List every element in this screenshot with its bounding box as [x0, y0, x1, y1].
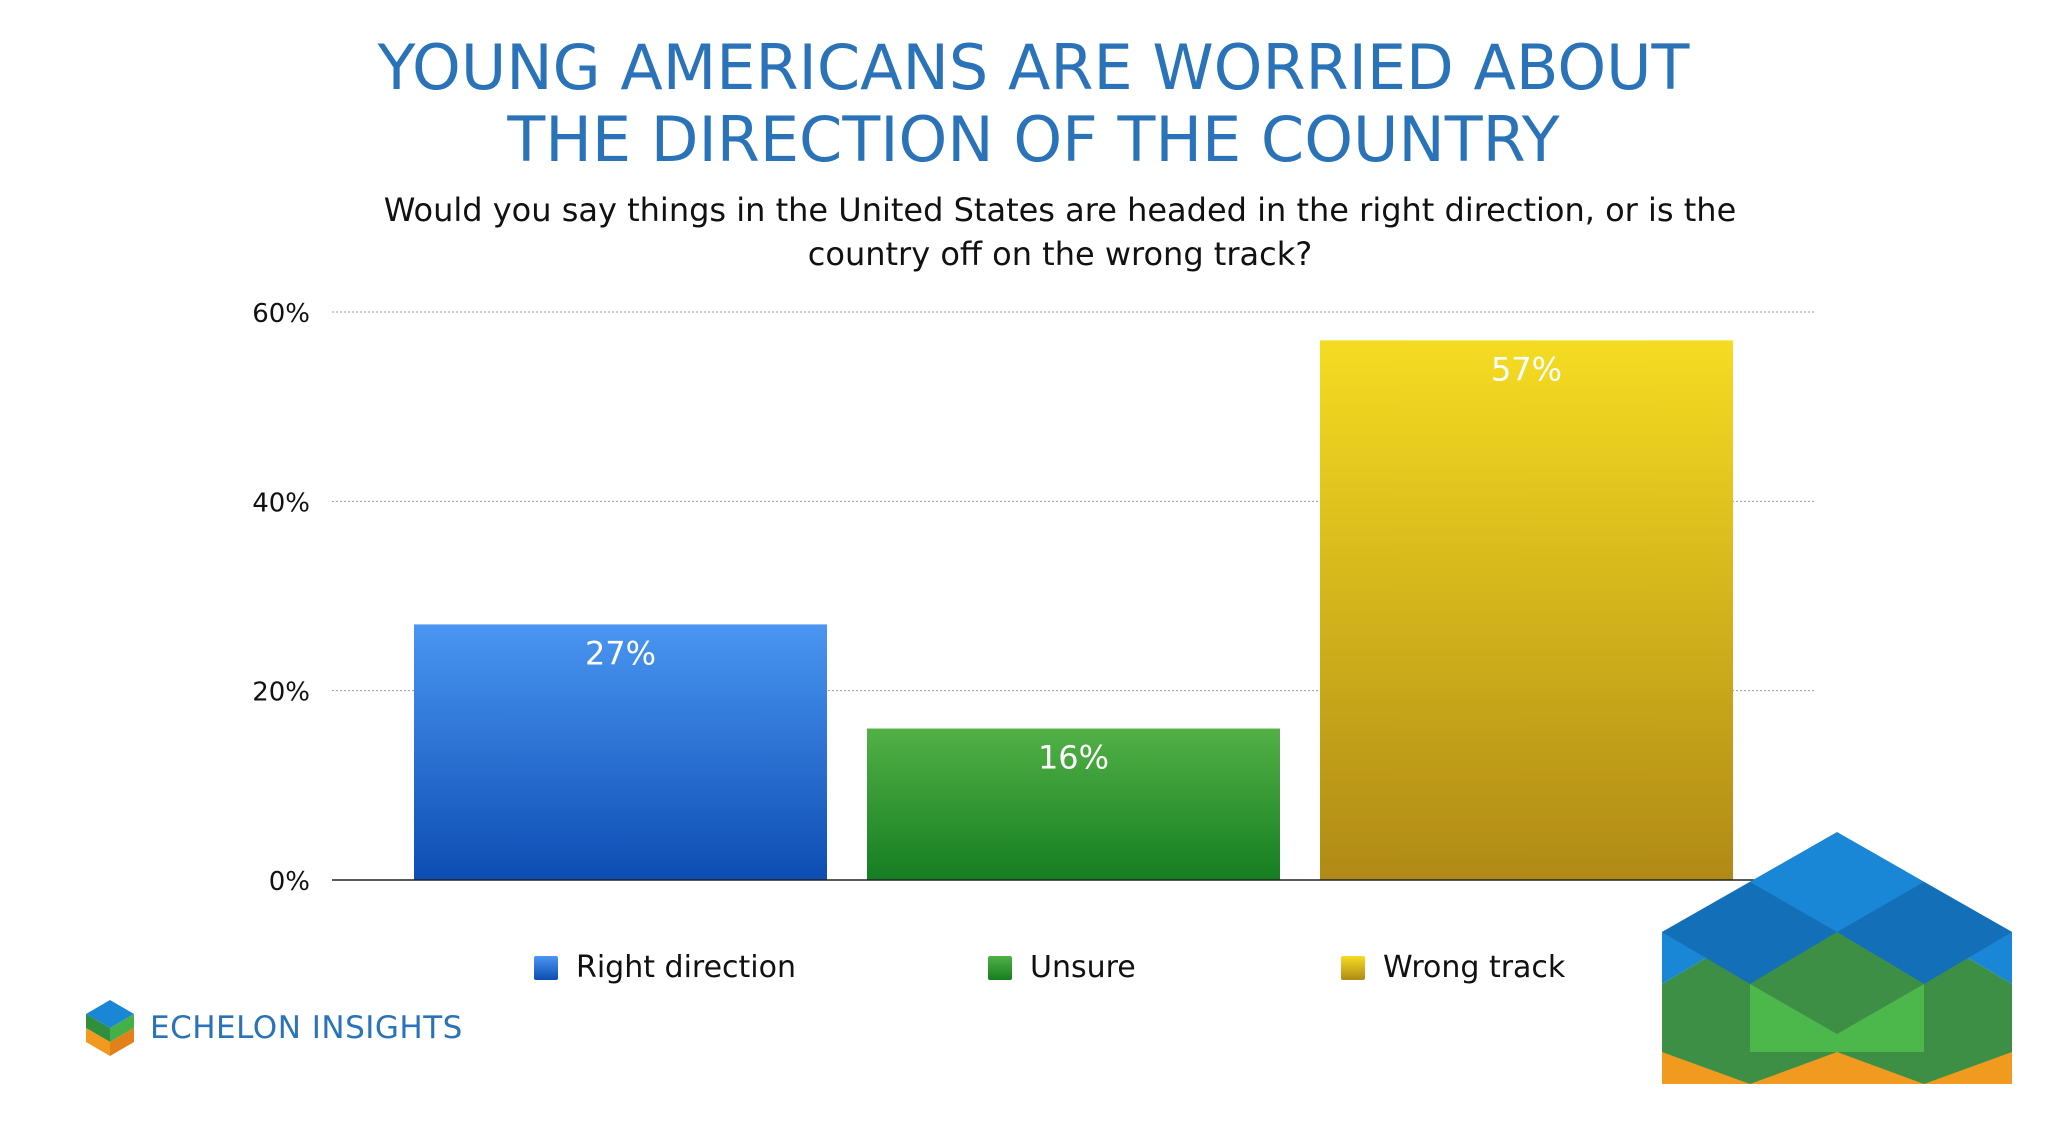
title-line-1: YOUNG AMERICANS ARE WORRIED ABOUT	[377, 31, 1690, 104]
legend-swatch-blue	[534, 955, 558, 980]
bar-right-direction	[414, 624, 827, 880]
brand-logo: ECHELON INSIGHTS	[84, 998, 463, 1058]
bars	[414, 340, 1733, 880]
legend-item-right-direction: Right direction	[534, 950, 796, 985]
brand-name: ECHELON INSIGHTS	[150, 1010, 463, 1046]
legend: Right direction Unsure Wrong track	[0, 950, 2067, 1000]
legend-swatch-green	[988, 955, 1012, 980]
legend-label: Unsure	[1030, 950, 1136, 985]
bar-value-label: 57%	[1491, 350, 1562, 388]
y-axis-ticks: 0% 20% 40% 60%	[252, 299, 310, 897]
y-tick-label: 60%	[252, 299, 310, 329]
legend-item-unsure: Unsure	[988, 950, 1136, 985]
chart-subtitle: Would you say things in the United State…	[383, 191, 1737, 273]
echelon-cube-icon	[86, 1000, 134, 1056]
bar-value-label: 16%	[1038, 739, 1109, 777]
y-tick-label: 0%	[269, 867, 310, 897]
y-tick-label: 40%	[252, 488, 310, 518]
gridlines	[332, 311, 1815, 692]
legend-label: Wrong track	[1383, 950, 1566, 985]
legend-swatch-yellow	[1341, 955, 1365, 980]
bar-value-label: 27%	[585, 634, 656, 672]
data-labels: 27% 16% 57%	[585, 350, 1562, 776]
legend-label: Right direction	[576, 950, 797, 985]
bar-unsure	[867, 728, 1280, 880]
legend-item-wrong-track: Wrong track	[1341, 950, 1565, 985]
title-line-2: THE DIRECTION OF THE COUNTRY	[507, 103, 1560, 176]
echelon-large-logo-icon	[1662, 832, 2012, 1084]
bar-wrong-track	[1320, 340, 1733, 880]
y-tick-label: 20%	[252, 678, 310, 708]
chart-title: YOUNG AMERICANS ARE WORRIED ABOUT THE DI…	[0, 32, 2067, 176]
